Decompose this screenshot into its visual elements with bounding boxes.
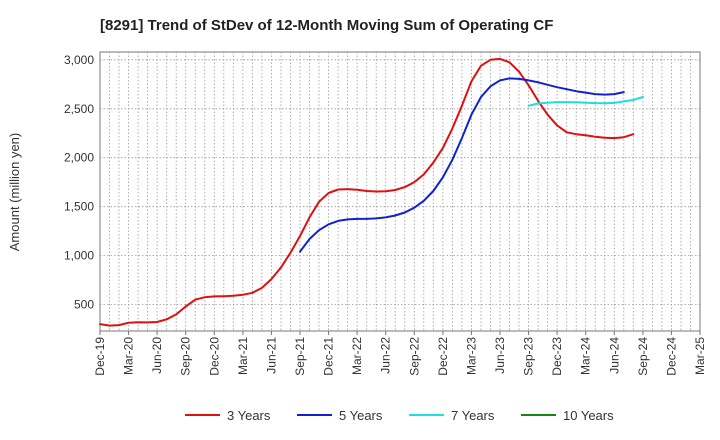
legend-label: 7 Years bbox=[451, 408, 495, 423]
y-axis-label: Amount (million yen) bbox=[7, 133, 22, 252]
x-tick-label: Dec-21 bbox=[322, 337, 336, 376]
series-lines bbox=[99, 57, 644, 327]
y-tick-label: 3,000 bbox=[64, 53, 94, 67]
legend: 3 Years 5 Years 7 Years 10 Years bbox=[185, 408, 614, 423]
x-axis-ticks: Dec-19 Mar-20 Jun-20 Sep-20 Dec-20 Mar-21 Jun-… bbox=[93, 331, 707, 376]
x-tick-label: Dec-22 bbox=[436, 337, 450, 376]
y-axis-ticks: 500 1,000 1,500 2,000 2,500 3,000 bbox=[64, 53, 94, 312]
x-tick-label: Sep-20 bbox=[179, 337, 193, 376]
legend-label: 10 Years bbox=[563, 408, 614, 423]
x-tick-label: Jun-21 bbox=[264, 337, 278, 374]
y-tick-label: 2,500 bbox=[64, 102, 94, 116]
x-tick-label: Dec-24 bbox=[664, 337, 678, 376]
series-line-7-years bbox=[527, 96, 644, 107]
x-tick-label: Jun-20 bbox=[150, 337, 164, 374]
grid-lines bbox=[100, 52, 700, 331]
x-tick-label: Mar-20 bbox=[122, 337, 136, 375]
x-tick-label: Sep-24 bbox=[636, 337, 650, 376]
plot-area bbox=[99, 51, 701, 332]
y-tick-label: 500 bbox=[74, 298, 94, 312]
legend-label: 5 Years bbox=[339, 408, 383, 423]
x-tick-label: Jun-24 bbox=[607, 337, 621, 374]
x-tick-label: Mar-22 bbox=[350, 337, 364, 375]
chart-title: [8291] Trend of StDev of 12-Month Moving… bbox=[100, 17, 553, 34]
x-tick-label: Mar-25 bbox=[693, 337, 707, 375]
x-tick-label: Dec-23 bbox=[550, 337, 564, 376]
y-tick-label: 1,500 bbox=[64, 200, 94, 214]
x-tick-label: Sep-21 bbox=[293, 337, 307, 376]
series-line-5-years bbox=[299, 77, 625, 253]
legend-label: 3 Years bbox=[227, 408, 271, 423]
x-tick-label: Dec-19 bbox=[93, 337, 107, 376]
y-tick-label: 1,000 bbox=[64, 249, 94, 263]
x-tick-label: Mar-21 bbox=[236, 337, 250, 375]
x-tick-label: Sep-23 bbox=[522, 337, 536, 376]
x-tick-label: Mar-23 bbox=[464, 337, 478, 375]
x-tick-label: Sep-22 bbox=[407, 337, 421, 376]
x-tick-label: Jun-23 bbox=[493, 337, 507, 374]
x-tick-label: Jun-22 bbox=[379, 337, 393, 374]
y-tick-label: 2,000 bbox=[64, 151, 94, 165]
series-line-3-years bbox=[99, 57, 635, 327]
x-tick-label: Dec-20 bbox=[207, 337, 221, 376]
x-tick-label: Mar-24 bbox=[579, 337, 593, 375]
